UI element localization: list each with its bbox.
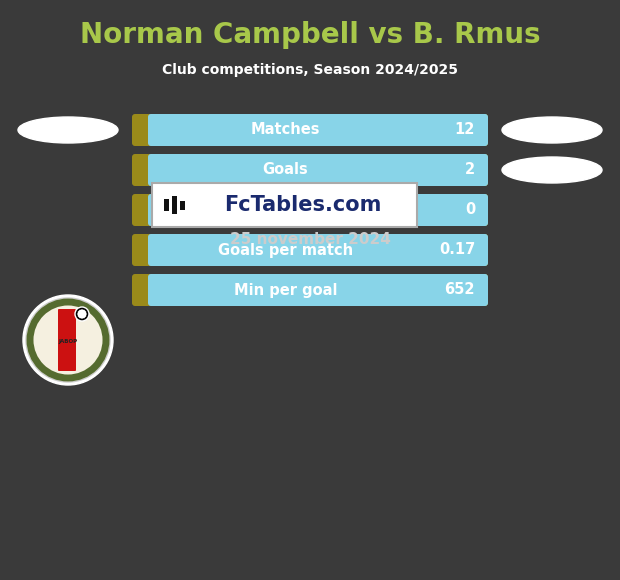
- FancyBboxPatch shape: [148, 154, 488, 186]
- FancyBboxPatch shape: [180, 201, 185, 209]
- Text: 0.17: 0.17: [439, 242, 475, 258]
- Text: Min per goal: Min per goal: [234, 282, 337, 298]
- FancyBboxPatch shape: [132, 274, 488, 306]
- Text: 652: 652: [445, 282, 475, 298]
- Text: 25 november 2024: 25 november 2024: [229, 233, 391, 248]
- FancyBboxPatch shape: [164, 199, 169, 211]
- Text: FcTables.com: FcTables.com: [224, 195, 382, 215]
- Circle shape: [75, 307, 89, 321]
- FancyBboxPatch shape: [148, 114, 488, 146]
- Ellipse shape: [18, 117, 118, 143]
- Ellipse shape: [502, 157, 602, 183]
- Text: Norman Campbell vs B. Rmus: Norman Campbell vs B. Rmus: [80, 21, 540, 49]
- Text: Hattricks: Hattricks: [247, 202, 324, 218]
- Circle shape: [77, 309, 87, 319]
- Text: 0: 0: [465, 202, 475, 218]
- FancyBboxPatch shape: [132, 154, 488, 186]
- FancyBboxPatch shape: [132, 234, 488, 266]
- FancyBboxPatch shape: [148, 234, 488, 266]
- FancyBboxPatch shape: [148, 274, 488, 306]
- Circle shape: [26, 298, 110, 382]
- FancyBboxPatch shape: [132, 114, 488, 146]
- FancyBboxPatch shape: [148, 194, 488, 226]
- Text: Matches: Matches: [250, 122, 321, 137]
- Text: Club competitions, Season 2024/2025: Club competitions, Season 2024/2025: [162, 63, 458, 77]
- Text: 12: 12: [454, 122, 475, 137]
- Ellipse shape: [502, 117, 602, 143]
- FancyBboxPatch shape: [172, 196, 177, 214]
- FancyBboxPatch shape: [152, 183, 417, 227]
- Text: JABOP: JABOP: [58, 339, 78, 345]
- Circle shape: [23, 295, 113, 385]
- Text: Goals: Goals: [263, 162, 308, 177]
- Text: 2: 2: [465, 162, 475, 177]
- FancyBboxPatch shape: [132, 194, 488, 226]
- Text: Goals per match: Goals per match: [218, 242, 353, 258]
- FancyBboxPatch shape: [58, 309, 76, 371]
